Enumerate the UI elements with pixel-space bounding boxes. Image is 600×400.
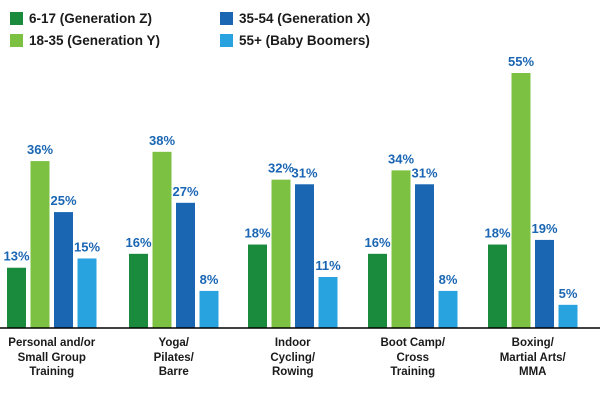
- value-label-5-series-2: 55%: [508, 54, 534, 69]
- value-label-3-series-1: 18%: [244, 226, 270, 241]
- bar-4-series-1: [368, 253, 387, 328]
- bar-2-series-4: [199, 290, 219, 328]
- bar-4-series-3: [415, 184, 434, 328]
- bar-5-series-4: [558, 304, 578, 328]
- legend-label: 18-35 (Generation Y): [29, 32, 161, 48]
- bar-1-series-2: [30, 161, 50, 328]
- category-label-4: Boot Camp/Cross Training: [363, 336, 463, 380]
- legend-label: 55+ (Baby Boomers): [239, 32, 370, 48]
- value-label-3-series-2: 32%: [268, 161, 294, 176]
- legend-swatch: [220, 11, 233, 25]
- category-label-line: Yoga/: [158, 337, 189, 349]
- value-label-2-series-1: 16%: [125, 235, 151, 250]
- category-label-line: Training: [29, 366, 75, 378]
- value-label-1-series-3: 25%: [50, 193, 76, 208]
- value-label-2-series-4: 8%: [200, 272, 219, 287]
- value-label-4-series-3: 31%: [411, 165, 437, 180]
- value-label-2-series-3: 27%: [172, 184, 198, 199]
- value-label-2-series-2: 38%: [149, 133, 175, 148]
- category-label-line: Cross: [396, 351, 430, 364]
- bar-2-series-1: [129, 253, 148, 328]
- category-label-line: Small Group: [17, 351, 86, 364]
- bar-5-series-2: [511, 73, 531, 328]
- bar-5-series-1: [488, 244, 507, 328]
- value-label-1-series-2: 36%: [27, 142, 53, 157]
- legend-item-4: 55+ (Baby Boomers): [220, 30, 370, 50]
- category-label-line: Personal and/or: [8, 337, 96, 349]
- legend-label: 6-17 (Generation Z): [29, 10, 153, 26]
- legend-label: 35-54 (Generation X): [239, 10, 371, 26]
- value-label-3-series-3: 31%: [291, 165, 317, 180]
- bar-1-series-1: [7, 267, 26, 328]
- category-label-3: Indoor Cycling/Rowing: [243, 336, 343, 380]
- category-label-line: MMA: [519, 366, 547, 378]
- category-label-line: Pilates/: [153, 351, 194, 364]
- category-label-5: Boxing/Martial Arts/MMA: [483, 336, 583, 380]
- value-label-5-series-1: 18%: [484, 226, 510, 241]
- value-labels-group: 13%36%25%15% 16%38%27%8%18%32%31%11%16%34…: [3, 54, 577, 301]
- value-label-4-series-1: 16%: [364, 235, 390, 250]
- legend-item-3: 35-54 (Generation X): [220, 8, 370, 28]
- value-label-4-series-2: 34%: [388, 151, 414, 166]
- value-label-1-series-1: 13%: [3, 249, 29, 264]
- value-label-1-series-4: 15%: [74, 239, 100, 254]
- legend-swatch: [10, 11, 23, 25]
- value-label-3-series-4: 11%: [315, 258, 341, 273]
- value-label-5-series-3: 19%: [531, 221, 557, 236]
- value-label-4-series-4: 8%: [439, 272, 458, 287]
- bar-2-series-2: [152, 151, 172, 328]
- legend-swatch: [220, 33, 233, 47]
- bar-4-series-2: [391, 170, 411, 328]
- bar-1-series-4: [77, 258, 97, 328]
- bar-5-series-3: [535, 239, 554, 328]
- bar-2-series-3: [176, 202, 195, 328]
- category-label-line: Training: [390, 366, 436, 378]
- bars-group: [7, 73, 578, 328]
- bar-3-series-1: [248, 244, 267, 328]
- value-label-5-series-4: 5%: [559, 286, 578, 301]
- chart-legend: 6-17 (Generation Z) 18-35 (Generation Y) 3…: [10, 8, 410, 54]
- legend-item-2: 18-35 (Generation Y): [10, 30, 160, 50]
- bar-3-series-4: [318, 277, 338, 328]
- category-label-line: Barre: [158, 366, 189, 378]
- category-label-line: Boot Camp/: [380, 337, 446, 349]
- bar-1-series-3: [54, 212, 73, 328]
- bar-3-series-2: [271, 179, 291, 328]
- category-label-1: Personal and/or Small Group Training: [2, 336, 102, 380]
- category-label-line: Boxing/: [511, 337, 554, 349]
- category-label-line: Indoor: [274, 337, 311, 349]
- category-label-line: Rowing: [271, 366, 314, 378]
- bar-4-series-4: [438, 290, 458, 328]
- bar-3-series-3: [295, 184, 314, 328]
- category-label-2: Yoga/Pilates/Barre: [124, 336, 224, 380]
- category-label-line: Cycling/: [270, 351, 316, 364]
- category-label-line: Martial Arts/: [499, 351, 566, 364]
- legend-swatch: [10, 33, 23, 47]
- legend-item-1: 6-17 (Generation Z): [10, 8, 152, 28]
